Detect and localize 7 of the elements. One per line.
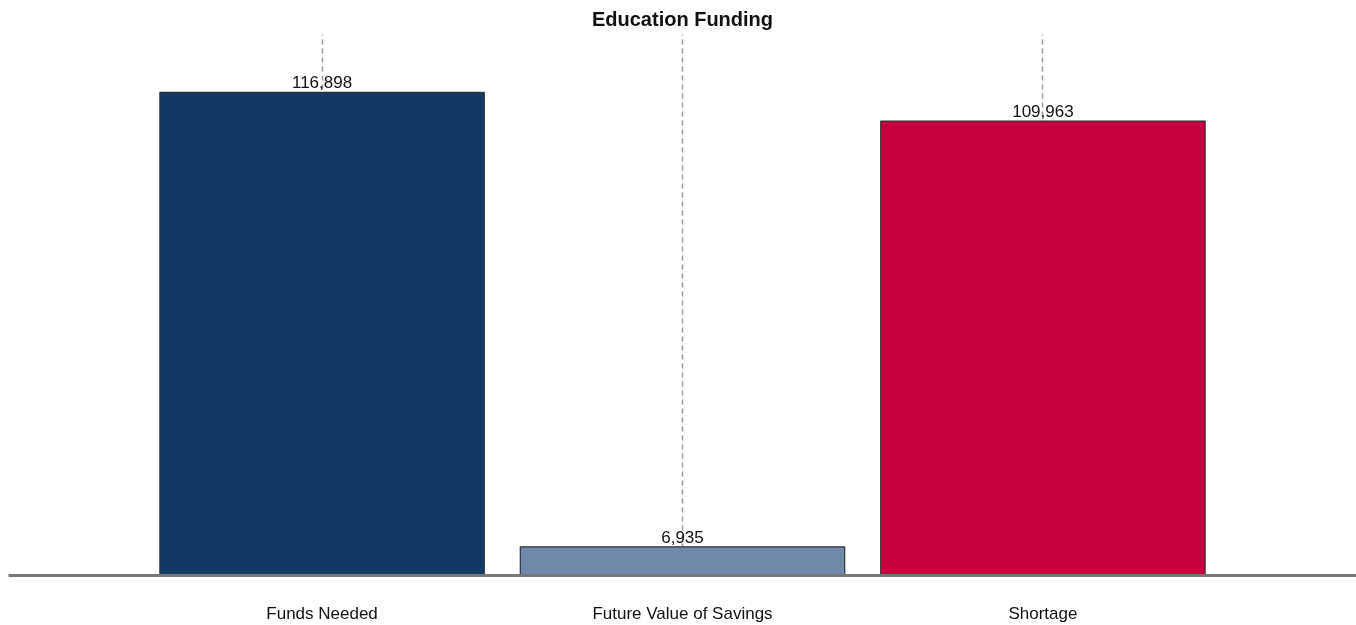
- data-label: 6,935: [661, 527, 704, 547]
- x-tick-label: Shortage: [1008, 603, 1078, 623]
- data-label: 109,963: [1012, 102, 1074, 122]
- chart-title: Education Funding: [591, 7, 774, 30]
- x-tick-label: Future Value of Savings: [592, 603, 773, 623]
- data-label: 116,898: [291, 73, 353, 93]
- x-tick-label: Funds Needed: [266, 603, 378, 623]
